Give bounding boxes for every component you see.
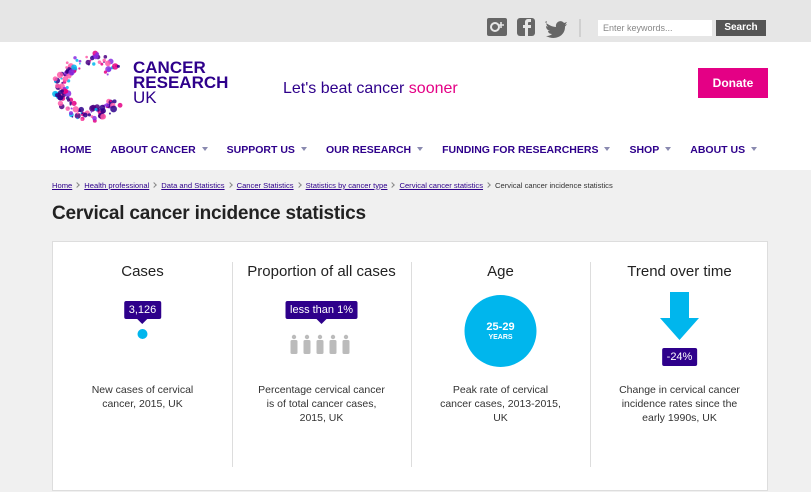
age-circle	[464, 295, 537, 367]
stat-column: Cases 3,126 New cases of cervical cancer, …	[53, 242, 232, 492]
column-divider	[411, 262, 412, 467]
stat-heading: Cases	[121, 263, 164, 280]
nav-item[interactable]: SUPPORT US	[227, 144, 307, 156]
main-nav: HOME ABOUT CANCER SUPPORT US OUR RESEARCH FU…	[60, 144, 776, 156]
breadcrumb-link[interactable]: Cervical cancer statistics	[399, 181, 495, 190]
breadcrumb-current: Cervical cancer incidence statistics	[495, 181, 613, 190]
stat-column: Age 25-29 YEARS Peak rate of cervical cance…	[411, 242, 590, 492]
nav-item[interactable]: ABOUT US	[690, 144, 757, 156]
column-divider	[590, 262, 591, 467]
stat-value-badge: -24%	[661, 348, 698, 366]
nav-item[interactable]: OUR RESEARCH	[326, 144, 423, 156]
breadcrumb-link[interactable]: Cancer Statistics	[237, 181, 306, 190]
stat-column: Proportion of all cases less than 1% Perce…	[232, 242, 411, 492]
breadcrumbs: Home Health professional Data and Statisti…	[52, 181, 613, 190]
breadcrumb-link[interactable]: Health professional	[84, 181, 161, 190]
age-unit: YEARS	[488, 334, 513, 341]
top-bar: Enter keywords... Search	[0, 0, 811, 42]
search-button[interactable]: Search	[716, 20, 766, 36]
stat-description: Percentage cervical cancer is of total c…	[258, 384, 385, 424]
stats-card: Cases 3,126 New cases of cervical cancer, …	[52, 241, 768, 491]
stat-value-badge: 3,126	[123, 301, 162, 324]
stat-heading: Age	[487, 263, 514, 280]
stat-column: Trend over time -24% Change in cervical ca…	[590, 242, 769, 492]
tagline: Let's beat cancer sooner	[283, 80, 458, 98]
stat-icon	[137, 329, 148, 339]
donate-button[interactable]: Donate	[698, 68, 768, 98]
breadcrumb-link[interactable]: Data and Statistics	[161, 181, 236, 190]
column-divider	[232, 262, 233, 467]
page-title: Cervical cancer incidence statistics	[52, 203, 366, 224]
stat-description: New cases of cervical cancer, 2015, UK	[91, 384, 194, 410]
stat-value-badge: less than 1%	[285, 301, 358, 324]
logo-line[interactable]: RESEARCH	[133, 73, 229, 92]
search-input[interactable]: Enter keywords...	[598, 20, 712, 36]
breadcrumb-link[interactable]: Statistics by cancer type	[306, 181, 400, 190]
nav-item[interactable]: SHOP	[629, 144, 671, 156]
tagline-highlight: sooner	[408, 80, 458, 97]
stat-description: Change in cervical cancer incidence rate…	[619, 384, 740, 424]
social-icons	[487, 18, 581, 38]
age-value: 25-29	[486, 321, 515, 333]
logo-line[interactable]: UK	[133, 88, 157, 107]
nav-item[interactable]: HOME	[60, 144, 92, 156]
stat-icon	[290, 334, 350, 354]
tagline-start: Let's beat cancer	[283, 80, 409, 97]
logo-line[interactable]: CANCER	[133, 58, 206, 77]
stat-description: Peak rate of cervical cancer cases, 2013…	[440, 384, 561, 424]
logo-mark[interactable]	[48, 50, 128, 125]
twitter-icon[interactable]	[545, 21, 567, 38]
nav-item[interactable]: FUNDING FOR RESEARCHERS	[442, 144, 610, 156]
trend-arrow	[660, 292, 699, 340]
stat-heading: Trend over time	[627, 263, 732, 280]
google-plus-icon[interactable]	[487, 18, 507, 36]
nav-item[interactable]: ABOUT CANCER	[111, 144, 208, 156]
logo-text[interactable]: CANCER RESEARCH UK	[133, 58, 229, 107]
stat-heading: Proportion of all cases	[247, 263, 396, 280]
breadcrumb-link[interactable]: Home	[52, 181, 84, 190]
